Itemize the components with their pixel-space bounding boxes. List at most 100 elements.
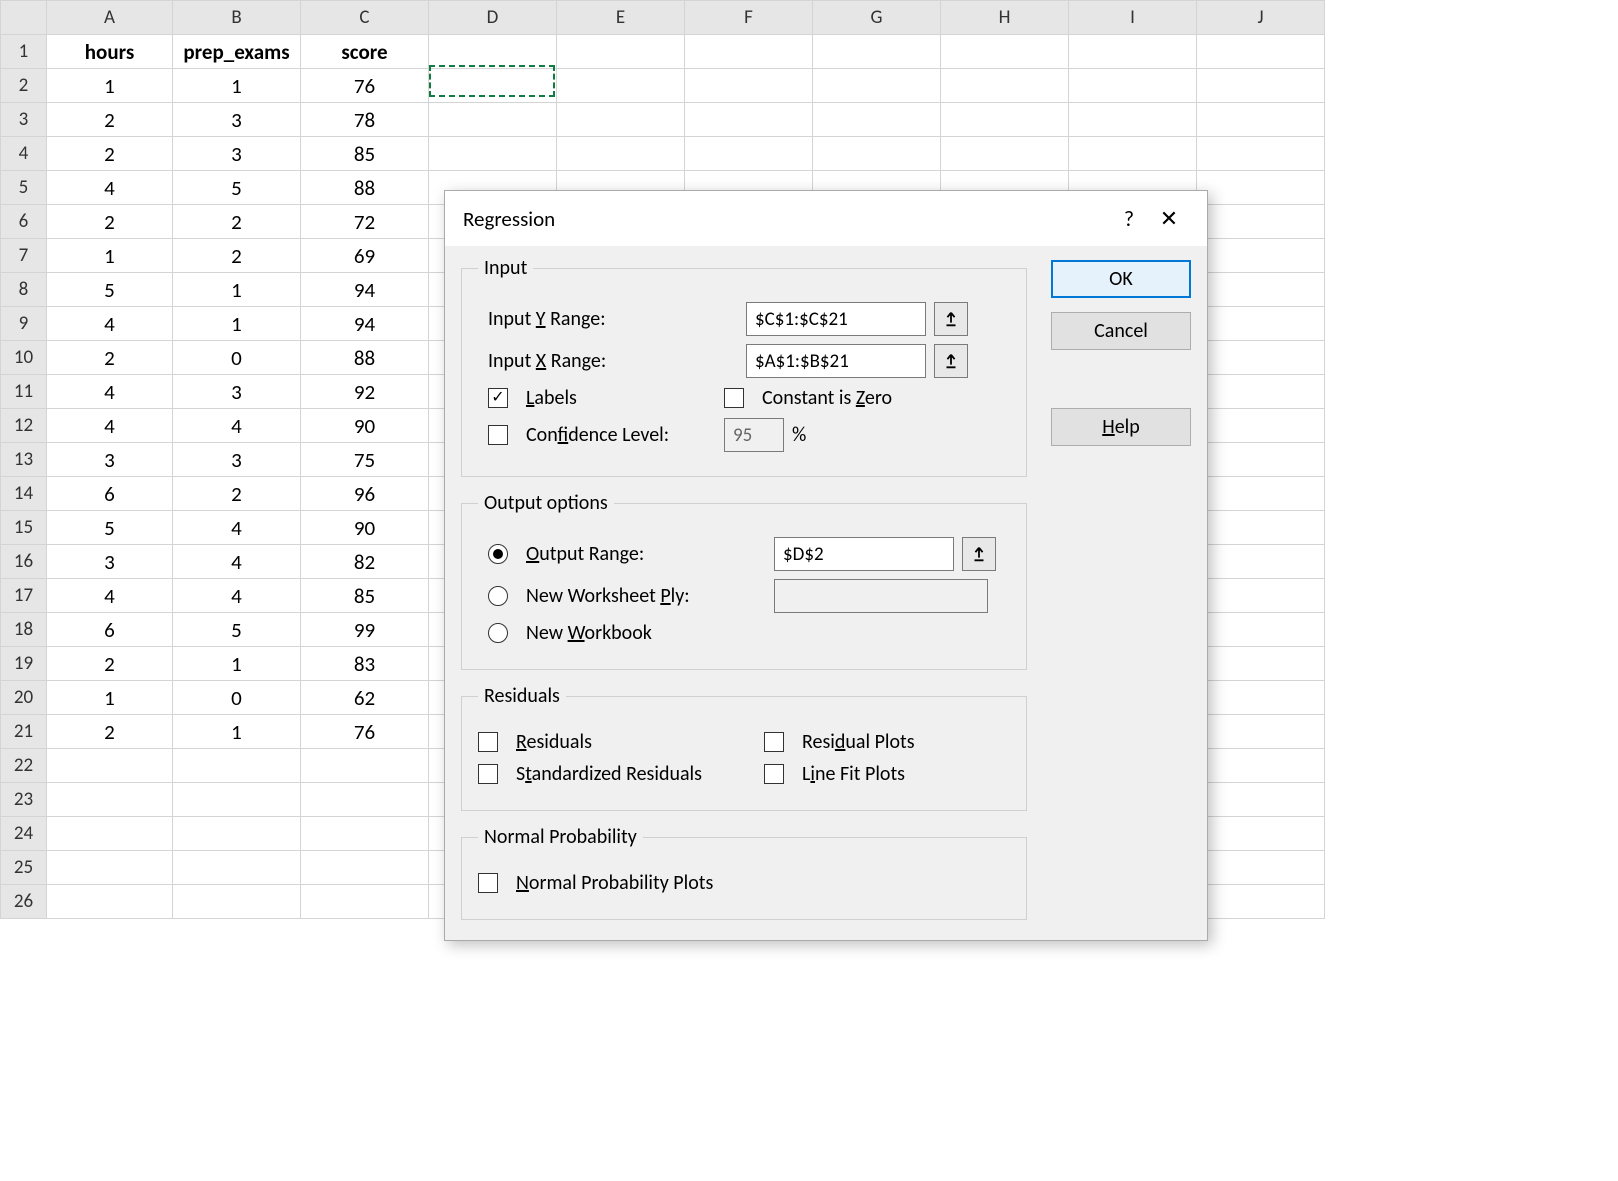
cell[interactable]: 4 (47, 579, 173, 613)
col-header-J[interactable]: J (1197, 1, 1325, 35)
output-range-input[interactable] (774, 537, 954, 571)
cell[interactable] (301, 783, 429, 817)
range-select-output-button[interactable] (962, 537, 996, 571)
cell[interactable] (1069, 69, 1197, 103)
cell[interactable]: 2 (173, 477, 301, 511)
output-range-radio[interactable] (488, 544, 508, 564)
row-header[interactable]: 8 (1, 273, 47, 307)
cell[interactable]: 4 (47, 171, 173, 205)
cell[interactable]: prep_exams (173, 35, 301, 69)
std-residuals-checkbox[interactable] (478, 764, 498, 784)
row-header[interactable]: 13 (1, 443, 47, 477)
cell[interactable] (429, 103, 557, 137)
range-select-x-button[interactable] (934, 344, 968, 378)
labels-checkbox[interactable]: ✓ (488, 388, 508, 408)
row-header[interactable]: 21 (1, 715, 47, 749)
cell[interactable]: 5 (173, 171, 301, 205)
cell[interactable]: 3 (173, 103, 301, 137)
cell[interactable]: hours (47, 35, 173, 69)
cell[interactable] (173, 885, 301, 919)
cell[interactable] (301, 817, 429, 851)
row-header[interactable]: 15 (1, 511, 47, 545)
cell[interactable]: 62 (301, 681, 429, 715)
cell[interactable] (173, 749, 301, 783)
confidence-level-input[interactable] (724, 418, 784, 452)
cell[interactable] (557, 103, 685, 137)
cell[interactable] (173, 783, 301, 817)
new-worksheet-radio[interactable] (488, 586, 508, 606)
cell[interactable] (941, 137, 1069, 171)
cell[interactable] (173, 851, 301, 885)
cell[interactable] (1197, 681, 1325, 715)
col-header-E[interactable]: E (557, 1, 685, 35)
cell[interactable]: 85 (301, 137, 429, 171)
cell[interactable]: 2 (173, 205, 301, 239)
row-header[interactable]: 18 (1, 613, 47, 647)
cell[interactable]: score (301, 35, 429, 69)
row-header[interactable]: 6 (1, 205, 47, 239)
cell[interactable]: 0 (173, 681, 301, 715)
cell[interactable]: 82 (301, 545, 429, 579)
cell[interactable] (1197, 409, 1325, 443)
cell[interactable] (941, 35, 1069, 69)
row-header[interactable]: 3 (1, 103, 47, 137)
cell[interactable]: 75 (301, 443, 429, 477)
cell[interactable]: 4 (173, 511, 301, 545)
cell[interactable]: 2 (47, 103, 173, 137)
cell[interactable] (47, 817, 173, 851)
cell[interactable]: 72 (301, 205, 429, 239)
close-icon[interactable]: ✕ (1149, 205, 1189, 232)
cell[interactable] (301, 851, 429, 885)
input-x-range[interactable] (746, 344, 926, 378)
cell[interactable] (1197, 545, 1325, 579)
row-header[interactable]: 24 (1, 817, 47, 851)
cell[interactable] (1197, 307, 1325, 341)
dialog-titlebar[interactable]: Regression ? ✕ (445, 191, 1207, 246)
cell[interactable] (301, 885, 429, 919)
cell[interactable]: 96 (301, 477, 429, 511)
cell[interactable] (557, 35, 685, 69)
row-header[interactable]: 1 (1, 35, 47, 69)
row-header[interactable]: 10 (1, 341, 47, 375)
cell[interactable] (1197, 579, 1325, 613)
select-all-corner[interactable] (1, 1, 47, 35)
row-header[interactable]: 22 (1, 749, 47, 783)
cell[interactable] (1197, 137, 1325, 171)
cell[interactable]: 4 (47, 375, 173, 409)
cell[interactable]: 6 (47, 477, 173, 511)
row-header[interactable]: 20 (1, 681, 47, 715)
cell[interactable] (47, 749, 173, 783)
row-header[interactable]: 4 (1, 137, 47, 171)
cell[interactable]: 94 (301, 273, 429, 307)
new-workbook-radio[interactable] (488, 623, 508, 643)
cell[interactable] (557, 137, 685, 171)
cell[interactable]: 1 (47, 681, 173, 715)
cell[interactable] (1197, 715, 1325, 749)
cell[interactable] (685, 35, 813, 69)
cell[interactable] (941, 69, 1069, 103)
cell[interactable]: 92 (301, 375, 429, 409)
cell[interactable]: 76 (301, 69, 429, 103)
cell[interactable] (1197, 613, 1325, 647)
cell[interactable] (685, 103, 813, 137)
col-header-I[interactable]: I (1069, 1, 1197, 35)
cell[interactable]: 90 (301, 511, 429, 545)
cell[interactable]: 2 (173, 239, 301, 273)
col-header-H[interactable]: H (941, 1, 1069, 35)
constant-zero-checkbox[interactable] (724, 388, 744, 408)
cell[interactable]: 2 (47, 647, 173, 681)
cell[interactable]: 1 (173, 647, 301, 681)
cell[interactable]: 2 (47, 137, 173, 171)
residuals-checkbox[interactable] (478, 732, 498, 752)
residual-plots-checkbox[interactable] (764, 732, 784, 752)
row-header[interactable]: 14 (1, 477, 47, 511)
cell[interactable]: 90 (301, 409, 429, 443)
cell[interactable] (1197, 103, 1325, 137)
cell[interactable]: 4 (47, 409, 173, 443)
cell[interactable]: 4 (173, 579, 301, 613)
row-header[interactable]: 9 (1, 307, 47, 341)
cell[interactable]: 99 (301, 613, 429, 647)
cell[interactable] (1197, 69, 1325, 103)
cell[interactable]: 78 (301, 103, 429, 137)
cell[interactable]: 5 (173, 613, 301, 647)
